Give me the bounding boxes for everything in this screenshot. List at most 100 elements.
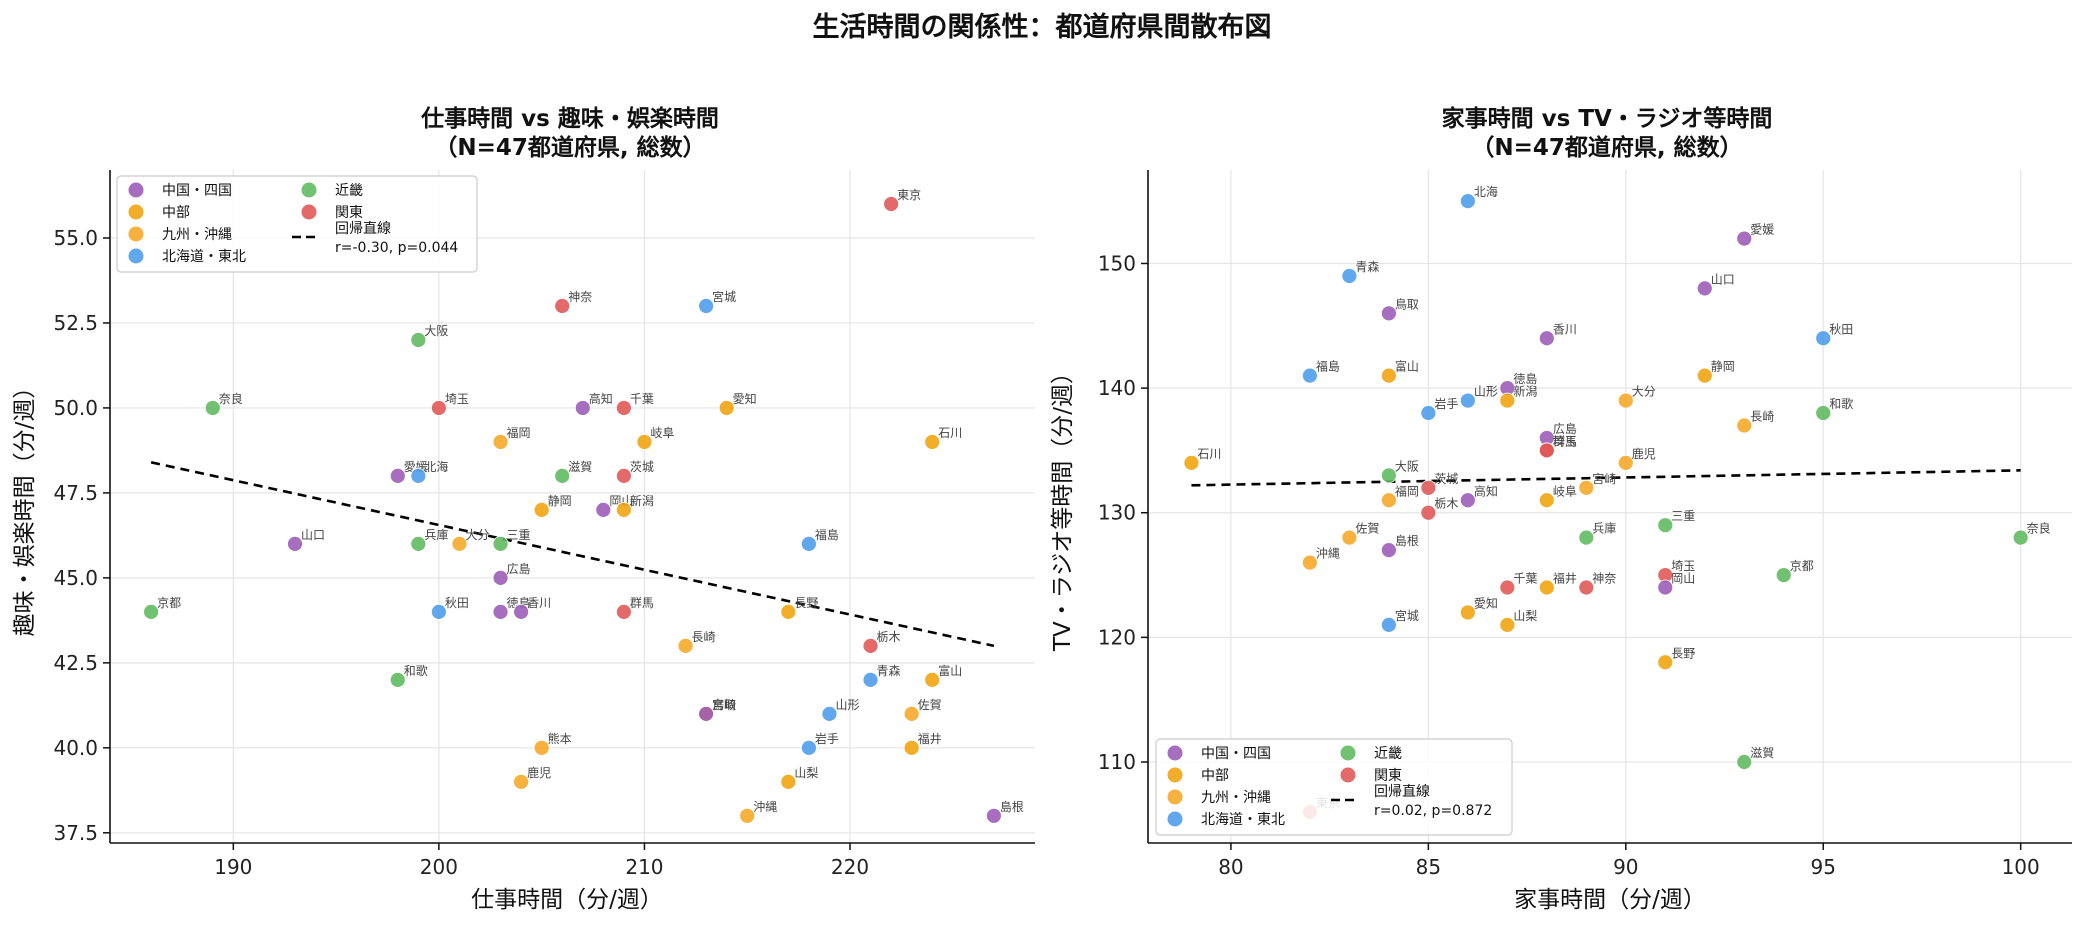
left-point-label: 高知: [589, 391, 613, 406]
left-legend-label: 北海道・東北: [162, 249, 246, 265]
right-point-label: 広島: [1553, 421, 1577, 436]
right-point-label: 島根: [1395, 533, 1419, 548]
right-data-point: [1499, 392, 1516, 409]
right-data-point: [1301, 554, 1318, 571]
left-point-label: 群馬: [630, 596, 654, 610]
left-data-point: [615, 501, 632, 518]
right-data-point: [1538, 579, 1555, 596]
left-data-point: [143, 603, 160, 620]
left-data-point: [451, 535, 468, 552]
left-data-point: [204, 400, 221, 416]
right-data-point: [1775, 567, 1792, 583]
left-y-tick-label: 55.0: [53, 226, 98, 250]
right-point-label: 長野: [1671, 646, 1695, 660]
right-point-label: 高知: [1474, 483, 1498, 498]
right-point-label: 大分: [1632, 385, 1656, 399]
right-x-tick-label: 90: [1613, 855, 1638, 879]
left-data-point: [389, 671, 406, 688]
right-x-axis-label: 家事時間（分/週）: [1514, 887, 1706, 913]
left-data-point: [636, 434, 653, 450]
right-legend-stat: r=0.02, p=0.872: [1374, 803, 1492, 819]
left-point-label: 静岡: [548, 494, 572, 508]
left-point-label: 香川: [527, 596, 551, 610]
left-x-tick-label: 200: [420, 855, 458, 879]
left-data-point: [698, 298, 715, 314]
left-x-axis-label: 仕事時間（分/週）: [471, 887, 663, 913]
right-y-tick-label: 130: [1098, 501, 1136, 525]
left-point-label: 愛知: [733, 392, 757, 406]
left-point-label: 大分: [465, 528, 489, 542]
left-point-label: 岐阜: [650, 426, 674, 440]
right-legend-regression-label: 回帰直線: [1374, 783, 1430, 800]
left-point-label: 千葉: [630, 392, 654, 406]
right-data-point: [1380, 467, 1397, 484]
right-point-label: 福岡: [1395, 483, 1419, 498]
left-point-label: 東京: [897, 188, 921, 202]
right-grid: [1148, 170, 2072, 843]
left-data-point: [492, 535, 509, 552]
right-point-label: 千葉: [1513, 572, 1537, 586]
right-point-label: 奈良: [2027, 521, 2051, 536]
right-point-label: 兵庫: [1592, 522, 1616, 536]
left-data-point: [533, 739, 550, 756]
right-axes-spines: [1147, 170, 2072, 844]
left-data-point: [924, 671, 941, 688]
right-data-point: [1696, 367, 1713, 384]
right-data-point: [1815, 405, 1832, 421]
left-data-point: [430, 400, 447, 416]
right-point-label: 佐賀: [1355, 522, 1379, 536]
left-y-tick-label: 37.5: [53, 821, 98, 845]
left-point-label: 大阪: [424, 324, 448, 338]
left-data-point: [595, 501, 612, 518]
right-data-point: [2012, 529, 2029, 546]
right-y-tick-label: 110: [1098, 750, 1136, 774]
left-data-point: [903, 739, 920, 756]
right-data-point: [1380, 542, 1397, 559]
right-point-label: 香川: [1553, 322, 1577, 336]
right-point-label: 岐阜: [1553, 484, 1577, 498]
right-data-point: [1420, 504, 1437, 521]
left-legend-regression-label: 回帰直線: [335, 220, 391, 237]
left-legend-label: 中部: [162, 205, 190, 221]
left-data-point: [513, 773, 530, 790]
right-data-point: [1617, 392, 1634, 409]
left-point-label: 新潟: [630, 493, 654, 508]
left-point-label: 沖縄: [753, 799, 777, 814]
right-legend-marker: [1167, 789, 1183, 805]
right-point-label: 埼玉: [1553, 434, 1577, 448]
right-data-point: [1459, 492, 1476, 509]
right-data-point: [1459, 193, 1476, 210]
right-data-point: [1301, 367, 1318, 384]
left-y-tick-label: 52.5: [53, 311, 98, 335]
left-legend-label: 中国・四国: [162, 183, 232, 199]
right-point-label: 新潟: [1513, 384, 1537, 399]
left-point-label: 富山: [938, 663, 962, 678]
left-y-tick-label: 47.5: [53, 481, 98, 505]
right-legend-label: 中部: [1201, 768, 1229, 784]
right-y-tick-label: 140: [1098, 376, 1136, 400]
left-data-point: [410, 535, 427, 552]
left-chart-title-line2: （N=47都道府県, 総数）: [434, 134, 705, 161]
right-legend-label: 九州・沖縄: [1201, 790, 1271, 806]
left-data-point: [739, 807, 756, 824]
left-data-point: [513, 603, 530, 620]
left-data-point: [985, 807, 1002, 824]
right-y-axis-label: TV・ラジオ等時間（分/週）: [1050, 361, 1076, 652]
right-point-label: 静岡: [1711, 360, 1735, 374]
left-x-tick-label: 220: [831, 855, 869, 879]
left-point-label: 鹿児: [527, 765, 551, 780]
left-legend-marker: [301, 204, 317, 220]
right-data-point: [1657, 517, 1674, 534]
right-data-point: [1341, 268, 1358, 284]
left-data-point: [615, 468, 632, 484]
right-point-label: 和歌: [1829, 396, 1853, 411]
left-data-point: [800, 535, 817, 552]
right-point-label: 沖縄: [1316, 546, 1340, 561]
left-legend-marker: [128, 248, 144, 264]
right-point-label: 徳島: [1513, 371, 1537, 386]
left-point-label: 京都: [157, 596, 181, 610]
left-point-label: 山形: [835, 698, 859, 712]
right-point-label: 愛媛: [1750, 223, 1774, 237]
right-data-point: [1578, 529, 1595, 546]
